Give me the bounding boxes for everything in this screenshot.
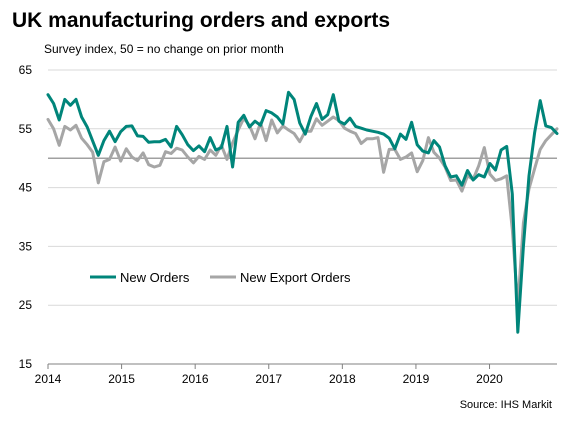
y-tick-label: 65 [19,63,33,77]
legend: New Orders New Export Orders [90,270,351,285]
x-tick-label: 2014 [35,372,62,386]
source-note: Source: IHS Markit [460,399,552,411]
y-tick-label: 35 [19,239,33,253]
x-tick-label: 2015 [108,372,135,386]
legend-label: New Export Orders [240,270,351,285]
x-tick-label: 2016 [182,372,209,386]
x-tick-label: 2019 [403,372,430,386]
y-tick-label: 15 [19,357,33,371]
x-tick-label: 2018 [329,372,356,386]
chart-subtitle: Survey index, 50 = no change on prior mo… [44,42,284,56]
y-tick-label: 45 [19,181,33,195]
axes: 15 25 35 45 55 65 2014 2015 2016 2017 2018 2019 2020 [19,63,557,386]
y-tick-label: 25 [19,298,33,312]
series-lines [46,90,559,334]
series-line-new-orders [46,90,559,334]
chart-title: UK manufacturing orders and exports [12,9,390,32]
x-tick-label: 2020 [476,372,503,386]
legend-label: New Orders [120,270,190,285]
x-tick-label: 2017 [255,372,282,386]
y-tick-label: 55 [19,122,33,136]
